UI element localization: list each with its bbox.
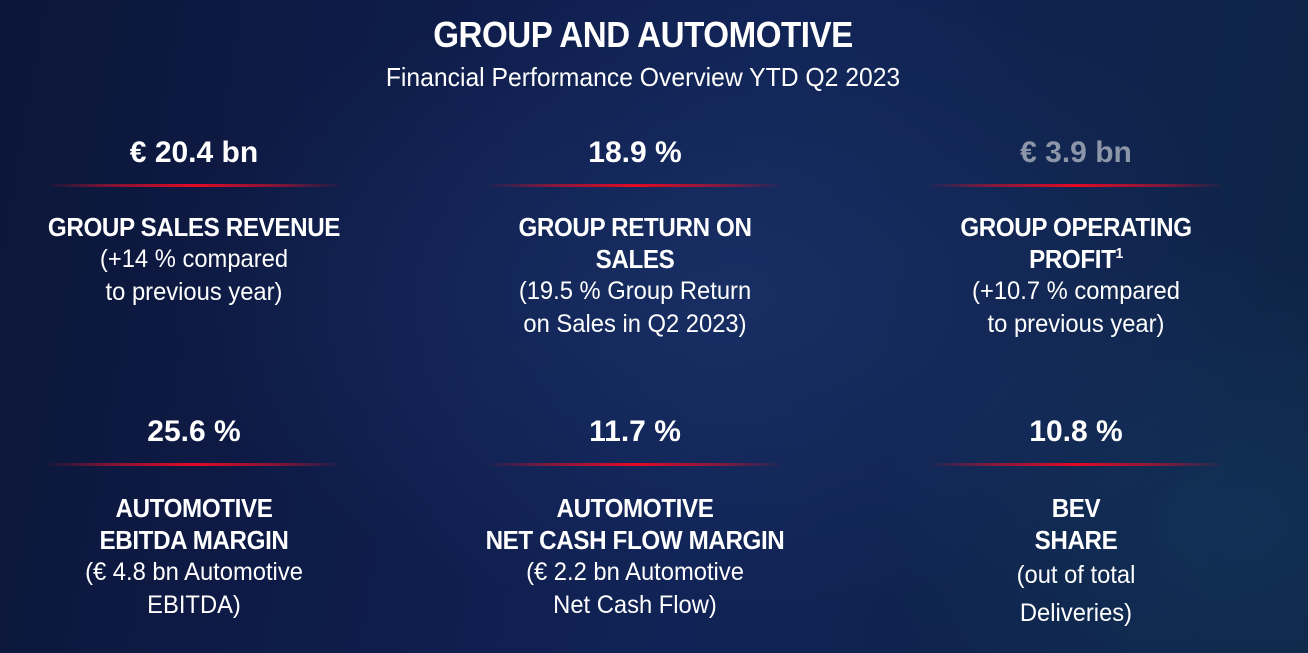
kpi-value: € 3.9 bn [1020, 136, 1132, 169]
kpi-label-line: AUTOMOTIVE [556, 493, 714, 523]
kpi-label: AUTOMOTIVE EBITDA MARGIN [36, 492, 352, 556]
page-header: GROUP AND AUTOMOTIVE Financial Performan… [0, 12, 1308, 94]
kpi-note-line: Deliveries) [1019, 599, 1133, 627]
kpi-note-line: (€ 2.2 bn Automotive [526, 558, 744, 586]
kpi-value: 25.6 % [147, 415, 241, 448]
kpi-note: (+10.7 % compared to previous year) [915, 275, 1238, 341]
red-divider [490, 463, 780, 466]
kpi-note-line: EBITDA) [147, 591, 241, 619]
red-divider [931, 184, 1221, 187]
red-divider [49, 463, 339, 466]
kpi-label-line: GROUP OPERATING PROFIT [960, 212, 1192, 274]
kpi-note-line: (+10.7 % compared [972, 277, 1180, 305]
kpi-group-sales-revenue: € 20.4 bn GROUP SALES REVENUE (+14 % com… [24, 134, 364, 309]
kpi-label-line: NET CASH FLOW MARGIN [485, 525, 785, 555]
kpi-value: € 20.4 bn [129, 136, 259, 169]
kpi-label-line: BEV [1051, 493, 1101, 523]
kpi-automotive-ebitda-margin: 25.6 % AUTOMOTIVE EBITDA MARGIN (€ 4.8 b… [24, 413, 364, 622]
kpi-label-line: GROUP RETURN ON SALES [518, 212, 752, 274]
kpi-label: BEV SHARE [918, 492, 1234, 556]
kpi-note: (€ 4.8 bn Automotive EBITDA) [33, 556, 356, 622]
kpi-note-line: to previous year) [987, 310, 1165, 338]
kpi-value: 18.9 % [588, 136, 682, 169]
kpi-note: (€ 2.2 bn Automotive Net Cash Flow) [474, 556, 797, 622]
kpi-label-line: GROUP SALES REVENUE [47, 212, 341, 242]
kpi-bev-share: 10.8 % BEV SHARE (out of total Deliverie… [906, 413, 1246, 632]
kpi-note-line: (+14 % compared [99, 245, 289, 273]
kpi-label-line: SHARE [1034, 525, 1118, 555]
kpi-note-line: on Sales in Q2 2023) [523, 310, 747, 338]
kpi-group-operating-profit: € 3.9 bn GROUP OPERATING PROFIT1 (+10.7 … [906, 134, 1246, 341]
kpi-note-line: to previous year) [105, 278, 283, 306]
kpi-note-line: (€ 4.8 bn Automotive [85, 558, 303, 586]
page-title: GROUP AND AUTOMOTIVE [433, 14, 853, 55]
kpi-note-line: (out of total [1016, 561, 1136, 589]
footnote-marker: 1 [1115, 245, 1124, 262]
kpi-note-line: (19.5 % Group Return [518, 277, 752, 305]
kpi-note: (+14 % compared to previous year) [33, 243, 356, 309]
kpi-note-line: Net Cash Flow) [553, 591, 717, 619]
kpi-label-line: AUTOMOTIVE [115, 493, 273, 523]
kpi-label: GROUP RETURN ON SALES [477, 211, 793, 275]
kpi-group-return-on-sales: 18.9 % GROUP RETURN ON SALES (19.5 % Gro… [465, 134, 805, 341]
page-subtitle: Financial Performance Overview YTD Q2 20… [385, 62, 901, 92]
kpi-note: (out of total Deliveries) [915, 556, 1238, 632]
kpi-label: GROUP OPERATING PROFIT1 [918, 211, 1234, 275]
red-divider [490, 184, 780, 187]
kpi-note: (19.5 % Group Return on Sales in Q2 2023… [474, 275, 797, 341]
kpi-automotive-net-cash-flow-margin: 11.7 % AUTOMOTIVE NET CASH FLOW MARGIN (… [465, 413, 805, 622]
kpi-label: GROUP SALES REVENUE [36, 211, 352, 243]
red-divider [931, 463, 1221, 466]
kpi-value: 11.7 % [589, 415, 681, 448]
kpi-value: 10.8 % [1029, 415, 1123, 448]
kpi-label: AUTOMOTIVE NET CASH FLOW MARGIN [477, 492, 793, 556]
kpi-label-line: EBITDA MARGIN [99, 525, 289, 555]
red-divider [49, 184, 339, 187]
